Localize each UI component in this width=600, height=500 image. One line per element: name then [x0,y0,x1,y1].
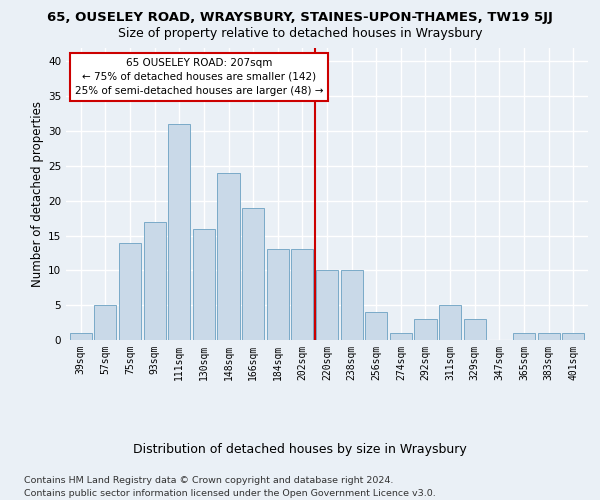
Bar [242,208,264,340]
Bar [217,173,239,340]
Bar [266,250,289,340]
Bar [415,319,437,340]
Bar [143,222,166,340]
Bar [94,305,116,340]
Bar [291,250,313,340]
Bar [439,305,461,340]
Bar [538,333,560,340]
Text: Contains HM Land Registry data © Crown copyright and database right 2024.: Contains HM Land Registry data © Crown c… [24,476,394,485]
Bar [513,333,535,340]
Bar [193,228,215,340]
Text: Size of property relative to detached houses in Wraysbury: Size of property relative to detached ho… [118,28,482,40]
Bar [316,270,338,340]
Bar [390,333,412,340]
Y-axis label: Number of detached properties: Number of detached properties [31,101,44,287]
Text: Contains public sector information licensed under the Open Government Licence v3: Contains public sector information licen… [24,489,436,498]
Text: Distribution of detached houses by size in Wraysbury: Distribution of detached houses by size … [133,442,467,456]
Bar [464,319,486,340]
Bar [562,333,584,340]
Text: 65, OUSELEY ROAD, WRAYSBURY, STAINES-UPON-THAMES, TW19 5JJ: 65, OUSELEY ROAD, WRAYSBURY, STAINES-UPO… [47,11,553,24]
Bar [341,270,363,340]
Bar [119,242,141,340]
Text: 65 OUSELEY ROAD: 207sqm
← 75% of detached houses are smaller (142)
25% of semi-d: 65 OUSELEY ROAD: 207sqm ← 75% of detache… [75,58,323,96]
Bar [70,333,92,340]
Bar [365,312,388,340]
Bar [168,124,190,340]
